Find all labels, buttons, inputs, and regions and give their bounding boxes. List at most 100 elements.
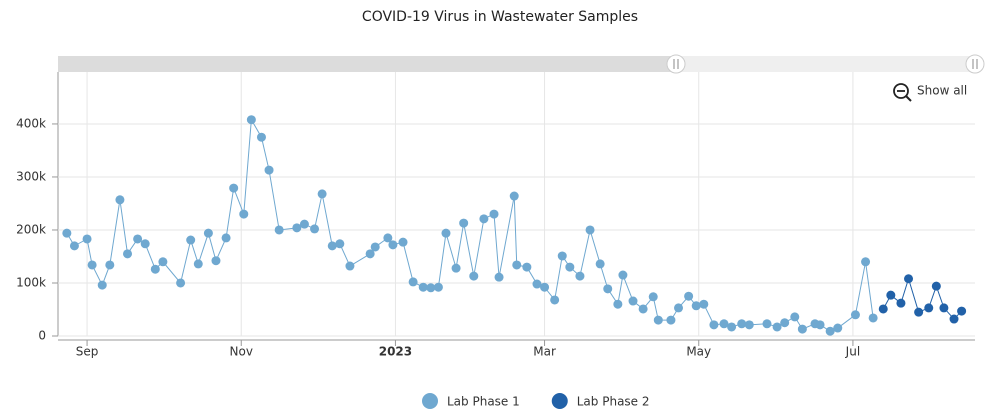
legend-label: Lab Phase 2 <box>577 395 650 409</box>
data-point <box>603 284 613 294</box>
data-point <box>479 214 489 224</box>
data-point <box>727 322 737 332</box>
data-point <box>256 132 266 142</box>
data-point <box>575 271 585 281</box>
data-point <box>931 281 941 291</box>
data-point <box>762 319 772 329</box>
data-point <box>441 228 451 238</box>
data-point <box>176 278 186 288</box>
data-point <box>82 234 92 244</box>
data-point <box>618 270 628 280</box>
data-point <box>115 195 125 205</box>
reset-zoom-button[interactable]: Show all <box>893 83 967 102</box>
data-point <box>674 303 684 313</box>
x-tick-label: Jul <box>845 345 860 359</box>
navigator-selection[interactable] <box>676 56 975 72</box>
data-point <box>426 283 436 293</box>
data-point <box>123 249 133 259</box>
data-point <box>585 225 595 235</box>
data-point <box>193 259 203 269</box>
data-point <box>780 318 790 328</box>
data-point <box>886 290 896 300</box>
data-point <box>825 326 835 336</box>
data-point <box>939 303 949 313</box>
data-point <box>790 312 800 322</box>
legend-swatch <box>551 393 568 409</box>
data-point <box>418 282 428 292</box>
data-point <box>292 223 302 233</box>
data-point <box>274 225 284 235</box>
data-point <box>850 310 860 320</box>
data-point <box>408 277 418 287</box>
data-point <box>62 228 72 238</box>
reset-zoom-label[interactable]: Show all <box>917 84 967 98</box>
data-point <box>105 260 115 270</box>
data-point <box>957 306 967 316</box>
navigator-handle[interactable] <box>666 54 686 74</box>
data-point <box>550 295 560 305</box>
x-tick-label: May <box>686 345 711 359</box>
data-point <box>158 257 168 267</box>
data-point <box>489 209 499 219</box>
data-point <box>595 259 605 269</box>
data-point <box>949 314 959 324</box>
data-point <box>264 165 274 175</box>
data-point <box>229 183 239 193</box>
data-point <box>383 233 393 243</box>
data-point <box>896 298 906 308</box>
data-point <box>868 313 878 323</box>
data-point <box>638 304 648 314</box>
data-point <box>512 260 522 270</box>
data-point <box>878 304 888 314</box>
data-point <box>87 260 97 270</box>
data-point <box>904 274 914 284</box>
data-point <box>203 228 213 238</box>
data-point <box>509 191 519 201</box>
legend-item[interactable]: Lab Phase 2 <box>551 393 650 409</box>
data-point <box>914 307 924 317</box>
data-point <box>365 249 375 259</box>
y-tick-label: 300k <box>16 169 46 183</box>
data-point <box>653 315 663 325</box>
y-tick-label: 200k <box>16 222 46 236</box>
data-point <box>532 279 542 289</box>
data-point <box>186 235 196 245</box>
data-point <box>345 261 355 271</box>
x-tick-label: 2023 <box>379 345 412 359</box>
data-point <box>221 233 231 243</box>
data-point <box>310 224 320 234</box>
data-point <box>335 239 345 249</box>
data-point <box>924 303 934 313</box>
data-point <box>246 115 256 125</box>
data-point <box>744 320 754 330</box>
data-point <box>451 263 461 273</box>
data-point <box>565 262 575 272</box>
data-point <box>833 323 843 333</box>
data-point <box>628 296 638 306</box>
data-point <box>327 241 337 251</box>
x-tick-label: Sep <box>76 345 99 359</box>
data-point <box>772 322 782 332</box>
data-point <box>433 282 443 292</box>
data-point <box>69 241 79 251</box>
data-point <box>398 237 408 247</box>
data-point <box>861 257 871 267</box>
data-point <box>540 282 550 292</box>
data-point <box>239 209 249 219</box>
data-point <box>691 301 701 311</box>
data-point <box>613 299 623 309</box>
chart-title: COVID-19 Virus in Wastewater Samples <box>362 9 638 25</box>
y-tick-label: 0 <box>38 329 46 343</box>
navigator-handle[interactable] <box>965 54 985 74</box>
data-point <box>666 315 676 325</box>
data-point <box>317 189 327 199</box>
x-tick-label: Mar <box>533 345 556 359</box>
data-point <box>557 251 567 261</box>
legend-item[interactable]: Lab Phase 1 <box>422 393 520 409</box>
data-point <box>522 262 532 272</box>
data-point <box>211 256 221 266</box>
data-point <box>648 292 658 302</box>
y-tick-label: 400k <box>16 116 46 130</box>
series-line <box>882 277 962 320</box>
